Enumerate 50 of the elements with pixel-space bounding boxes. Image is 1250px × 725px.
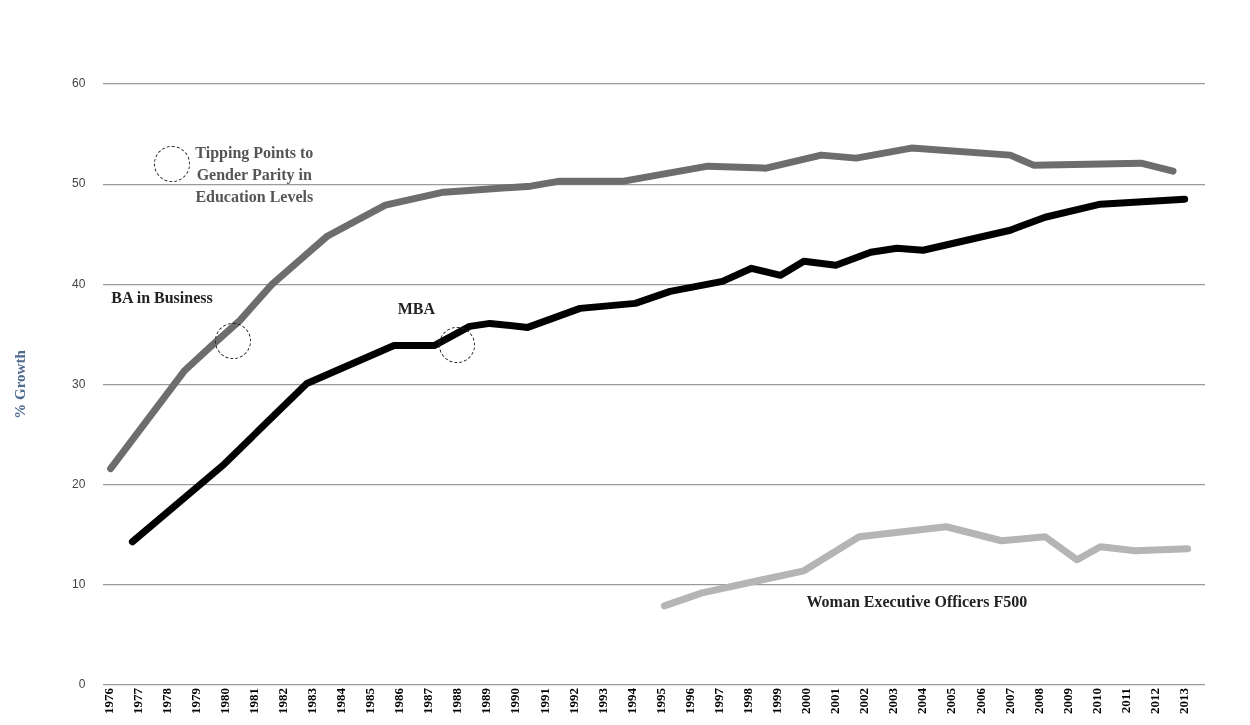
- x-tick-label: 1977: [129, 687, 145, 714]
- x-tick-label: 1982: [274, 688, 290, 714]
- x-tick-label: 2013: [1176, 687, 1192, 714]
- x-tick-label: 1997: [710, 687, 726, 714]
- x-tick-label: 2004: [914, 687, 930, 714]
- x-tick-label: 2002: [856, 688, 872, 714]
- series-label: MBA: [397, 299, 436, 318]
- x-tick-label: 1986: [391, 687, 407, 714]
- x-tick-label: 1994: [623, 687, 639, 714]
- y-tick-label: 30: [71, 376, 86, 391]
- x-tick-label: 2008: [1030, 687, 1046, 714]
- x-tick-label: 2000: [798, 688, 814, 714]
- y-tick-label: 0: [78, 677, 86, 692]
- x-tick-label: 1980: [216, 688, 232, 714]
- x-tick-label: 1991: [536, 688, 552, 714]
- x-tick-label: 2005: [943, 687, 959, 714]
- x-tick-label: 1992: [565, 688, 581, 714]
- x-tick-label: 2001: [827, 688, 843, 714]
- x-tick-label: 2012: [1146, 688, 1162, 714]
- x-tick-label: 1976: [100, 687, 116, 714]
- x-tick-label: 2007: [1001, 687, 1017, 714]
- x-tick-label: 1984: [333, 687, 349, 714]
- y-tick-label: 20: [71, 476, 86, 491]
- x-tick-label: 1990: [507, 688, 523, 714]
- y-tick-label: 10: [71, 577, 86, 592]
- x-tick-label: 1987: [420, 687, 436, 714]
- y-tick-label: 50: [71, 176, 86, 191]
- x-tick-label: 1993: [594, 687, 610, 714]
- annotation: Tipping Points to Gender Parity in Education Levels: [194, 143, 315, 208]
- x-tick-label: 2003: [885, 687, 901, 714]
- x-tick-label: 1985: [362, 687, 378, 714]
- series-label: BA in Business: [111, 288, 213, 307]
- x-tick-label: 1978: [158, 687, 174, 714]
- x-tick-label: 1988: [449, 687, 465, 714]
- y-tick-label: 60: [71, 76, 86, 91]
- series-label: Woman Executive Officers F500: [806, 592, 1028, 611]
- x-tick-label: 1983: [303, 687, 319, 714]
- x-tick-label: 2006: [972, 687, 988, 714]
- x-tick-label: 1995: [652, 687, 668, 714]
- x-tick-label: 2011: [1117, 688, 1133, 714]
- y-axis-title: % Growth: [11, 349, 28, 419]
- x-tick-label: 2010: [1088, 688, 1104, 714]
- x-tick-label: 1979: [187, 687, 203, 714]
- x-tick-label: 1999: [769, 687, 785, 714]
- x-tick-label: 2009: [1059, 687, 1075, 714]
- x-tick-label: 1996: [681, 687, 697, 714]
- x-tick-label: 1981: [245, 688, 261, 714]
- x-tick-label: 1989: [478, 687, 494, 714]
- y-tick-label: 40: [71, 276, 86, 291]
- x-tick-label: 1998: [740, 687, 755, 714]
